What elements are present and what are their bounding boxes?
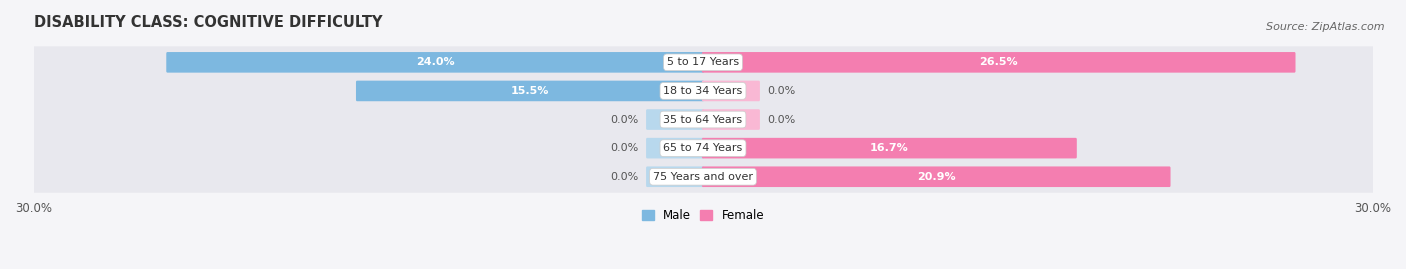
FancyBboxPatch shape xyxy=(702,167,1171,187)
Text: 65 to 74 Years: 65 to 74 Years xyxy=(664,143,742,153)
Text: 16.7%: 16.7% xyxy=(870,143,908,153)
FancyBboxPatch shape xyxy=(24,46,1382,78)
Legend: Male, Female: Male, Female xyxy=(637,204,769,227)
FancyBboxPatch shape xyxy=(702,81,759,101)
Text: 0.0%: 0.0% xyxy=(610,172,638,182)
Text: 0.0%: 0.0% xyxy=(610,115,638,125)
FancyBboxPatch shape xyxy=(166,52,704,73)
Text: 75 Years and over: 75 Years and over xyxy=(652,172,754,182)
FancyBboxPatch shape xyxy=(24,104,1382,136)
FancyBboxPatch shape xyxy=(647,109,704,130)
Text: 24.0%: 24.0% xyxy=(416,57,454,67)
Text: 26.5%: 26.5% xyxy=(980,57,1018,67)
Text: 20.9%: 20.9% xyxy=(917,172,956,182)
Text: Source: ZipAtlas.com: Source: ZipAtlas.com xyxy=(1267,22,1385,31)
FancyBboxPatch shape xyxy=(702,52,1295,73)
FancyBboxPatch shape xyxy=(702,138,1077,158)
Text: DISABILITY CLASS: COGNITIVE DIFFICULTY: DISABILITY CLASS: COGNITIVE DIFFICULTY xyxy=(34,15,382,30)
Text: 18 to 34 Years: 18 to 34 Years xyxy=(664,86,742,96)
FancyBboxPatch shape xyxy=(647,138,704,158)
Text: 5 to 17 Years: 5 to 17 Years xyxy=(666,57,740,67)
FancyBboxPatch shape xyxy=(24,132,1382,164)
Text: 35 to 64 Years: 35 to 64 Years xyxy=(664,115,742,125)
FancyBboxPatch shape xyxy=(24,161,1382,193)
FancyBboxPatch shape xyxy=(702,109,759,130)
Text: 0.0%: 0.0% xyxy=(768,115,796,125)
FancyBboxPatch shape xyxy=(647,167,704,187)
FancyBboxPatch shape xyxy=(356,81,704,101)
Text: 15.5%: 15.5% xyxy=(510,86,550,96)
Text: 0.0%: 0.0% xyxy=(768,86,796,96)
FancyBboxPatch shape xyxy=(24,75,1382,107)
Text: 0.0%: 0.0% xyxy=(610,143,638,153)
